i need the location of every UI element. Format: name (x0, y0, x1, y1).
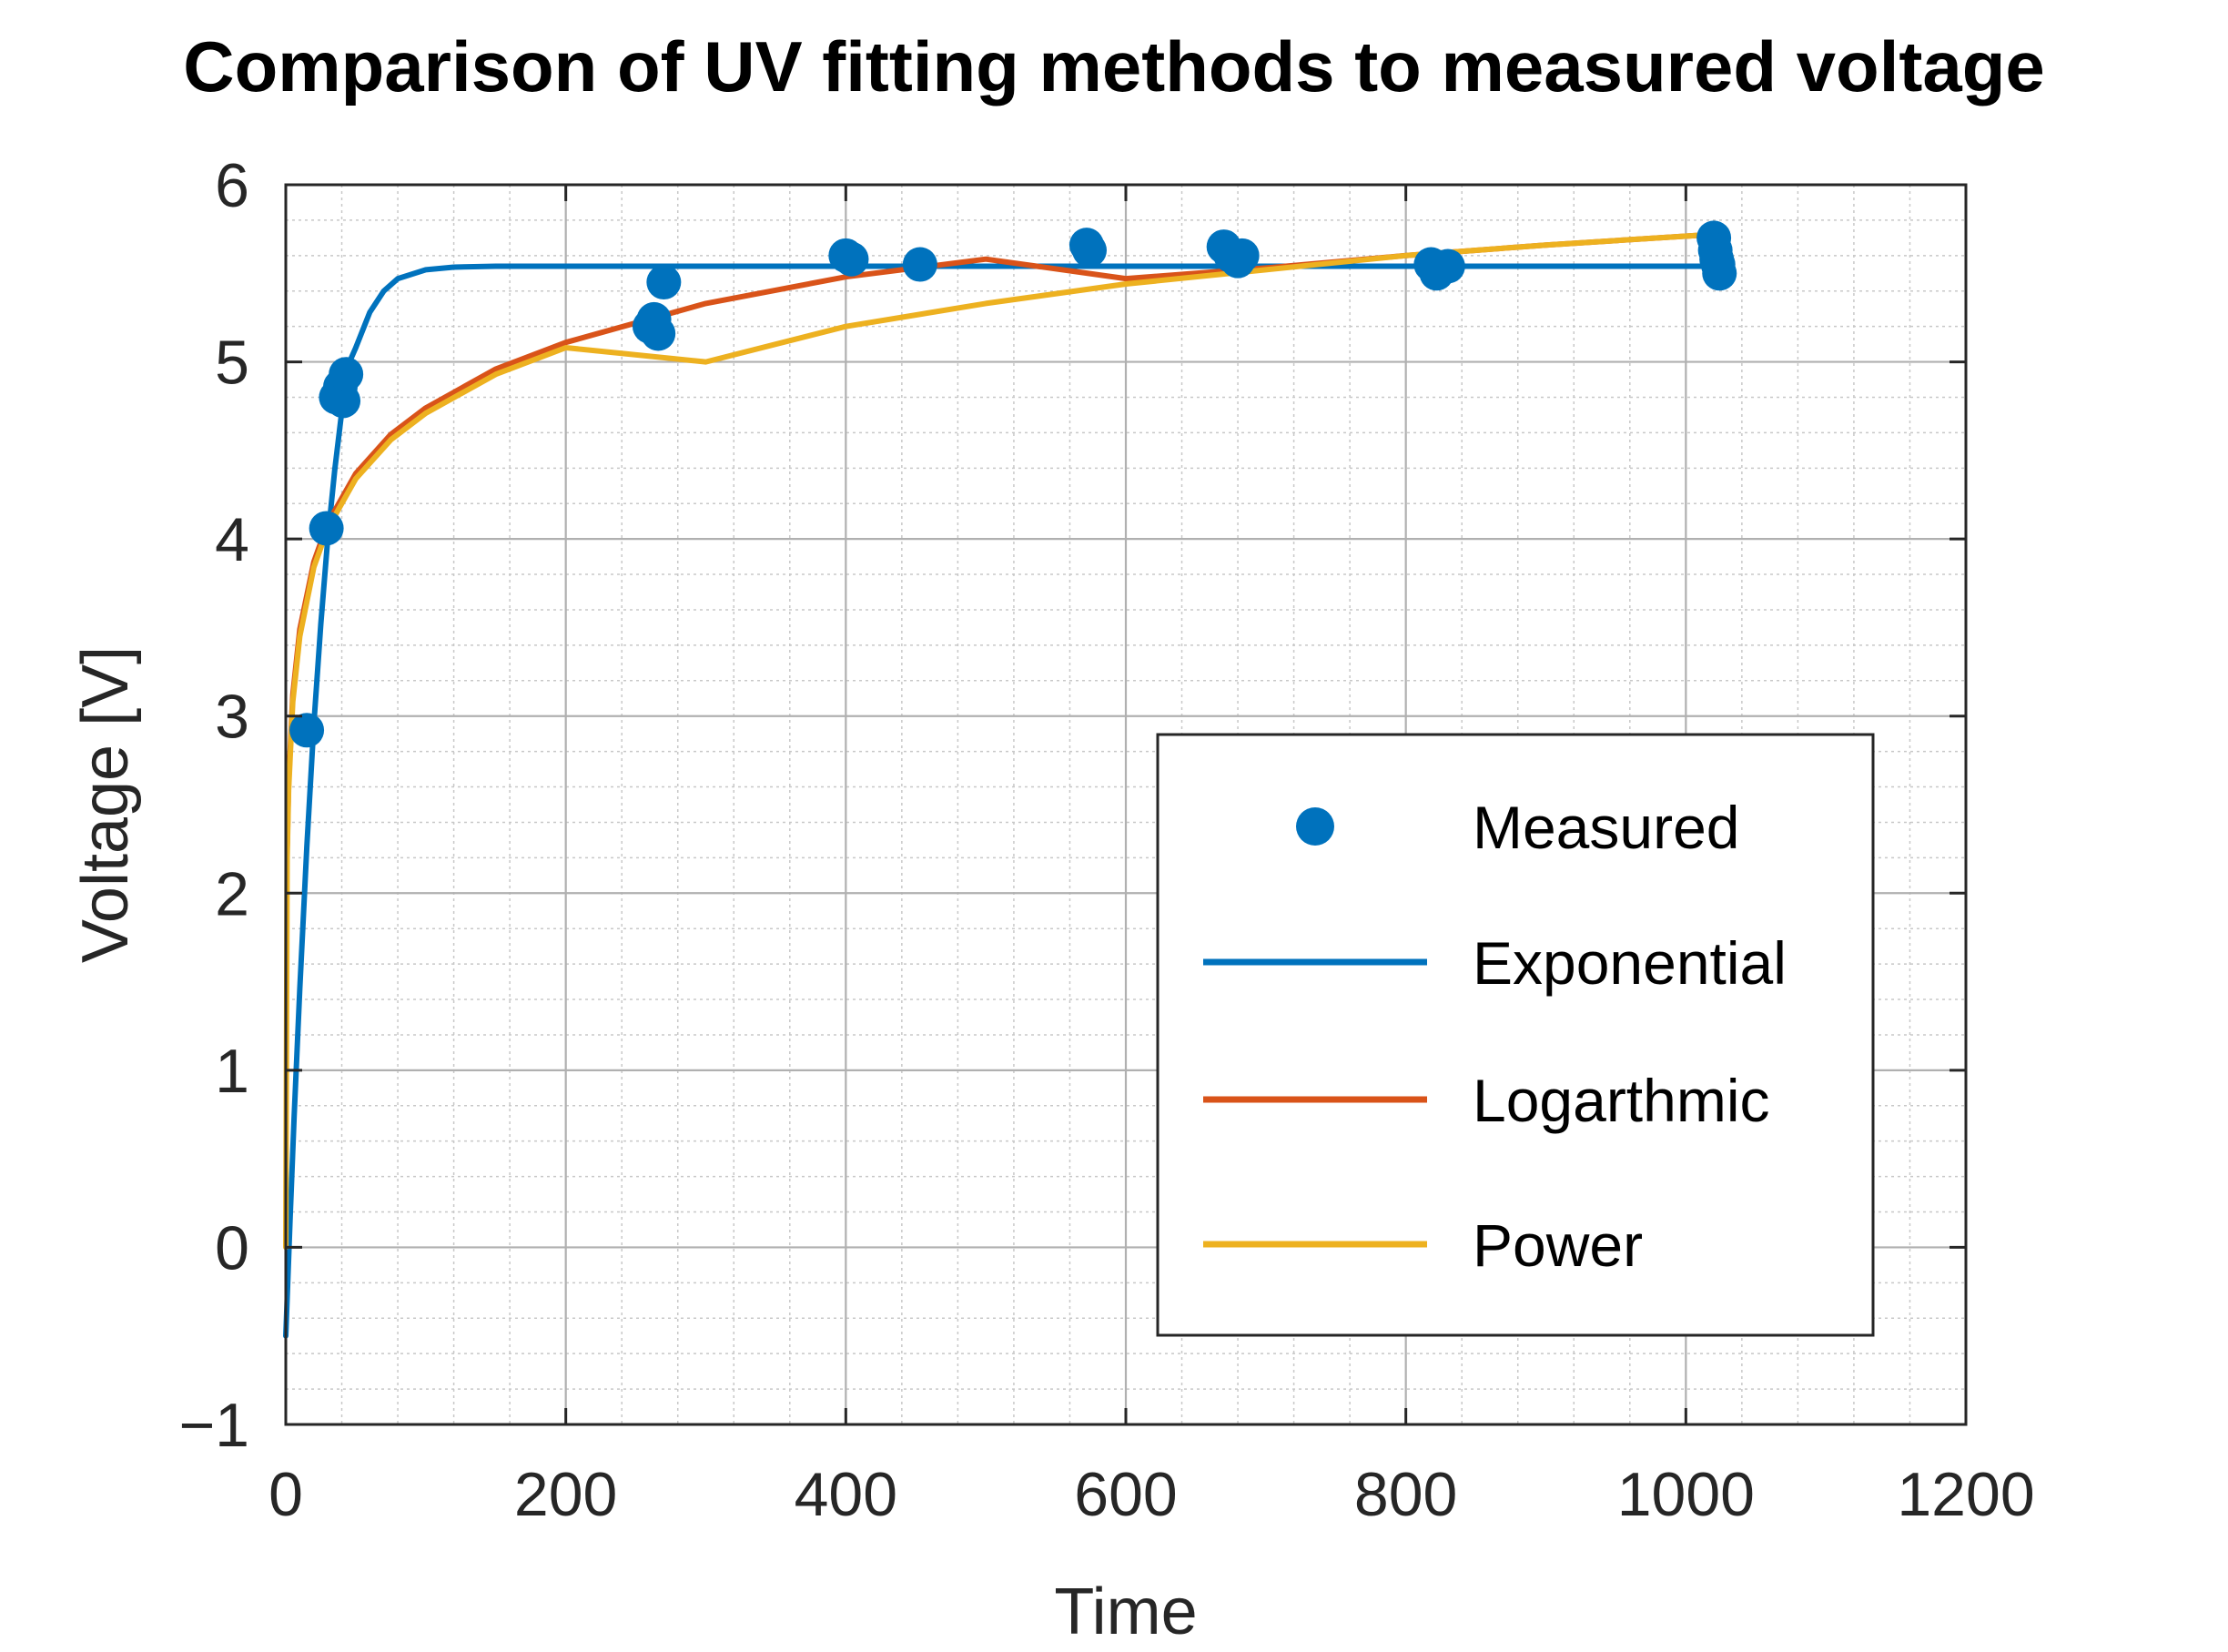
legend: Measured Exponential Logarthmic Power (1156, 733, 1875, 1337)
y-tick-label: 6 (215, 151, 249, 220)
data-point-measured (309, 511, 344, 546)
y-tick-label: 3 (215, 683, 249, 752)
legend-label: Exponential (1473, 929, 1787, 997)
chart-title: Comparison of UV fitting methods to meas… (183, 26, 2045, 106)
axis-ticks: 0 200 400 600 800 1000 1200 −1 0 1 2 3 4 5 6 (178, 151, 2034, 1529)
legend-label: Measured (1473, 794, 1740, 861)
x-axis-label: Time (1054, 1576, 1197, 1648)
x-tick-label: 600 (1074, 1460, 1177, 1529)
data-point-measured (289, 713, 325, 748)
y-axis-label: Voltage [V] (69, 646, 142, 963)
data-point-measured (1224, 238, 1260, 273)
data-point-measured (1430, 248, 1465, 284)
x-tick-label: 400 (795, 1460, 897, 1529)
series-layer (283, 220, 1737, 1339)
x-tick-label: 200 (514, 1460, 617, 1529)
x-tick-label: 1200 (1897, 1460, 2034, 1529)
data-point-measured (326, 383, 361, 419)
y-tick-label: 5 (215, 329, 249, 398)
y-tick-label: 1 (215, 1037, 249, 1106)
data-point-measured (902, 247, 937, 282)
y-tick-label: −1 (178, 1391, 249, 1460)
y-tick-label: 2 (215, 859, 249, 928)
legend-marker-measured (1296, 807, 1334, 846)
x-tick-label: 0 (268, 1460, 303, 1529)
legend-label: Logarthmic (1473, 1067, 1770, 1134)
legend-label: Power (1473, 1211, 1643, 1279)
data-point-measured (641, 316, 676, 351)
series-line-exponential (283, 263, 1717, 1339)
data-point-measured (834, 241, 869, 277)
data-point-measured (329, 357, 364, 392)
data-point-measured (1072, 232, 1108, 268)
x-tick-label: 1000 (1617, 1460, 1755, 1529)
legend-box (1156, 733, 1875, 1337)
y-tick-label: 0 (215, 1213, 249, 1282)
data-point-measured (646, 265, 682, 300)
data-point-measured (1702, 256, 1737, 291)
x-tick-label: 800 (1354, 1460, 1457, 1529)
y-tick-label: 4 (215, 505, 249, 574)
